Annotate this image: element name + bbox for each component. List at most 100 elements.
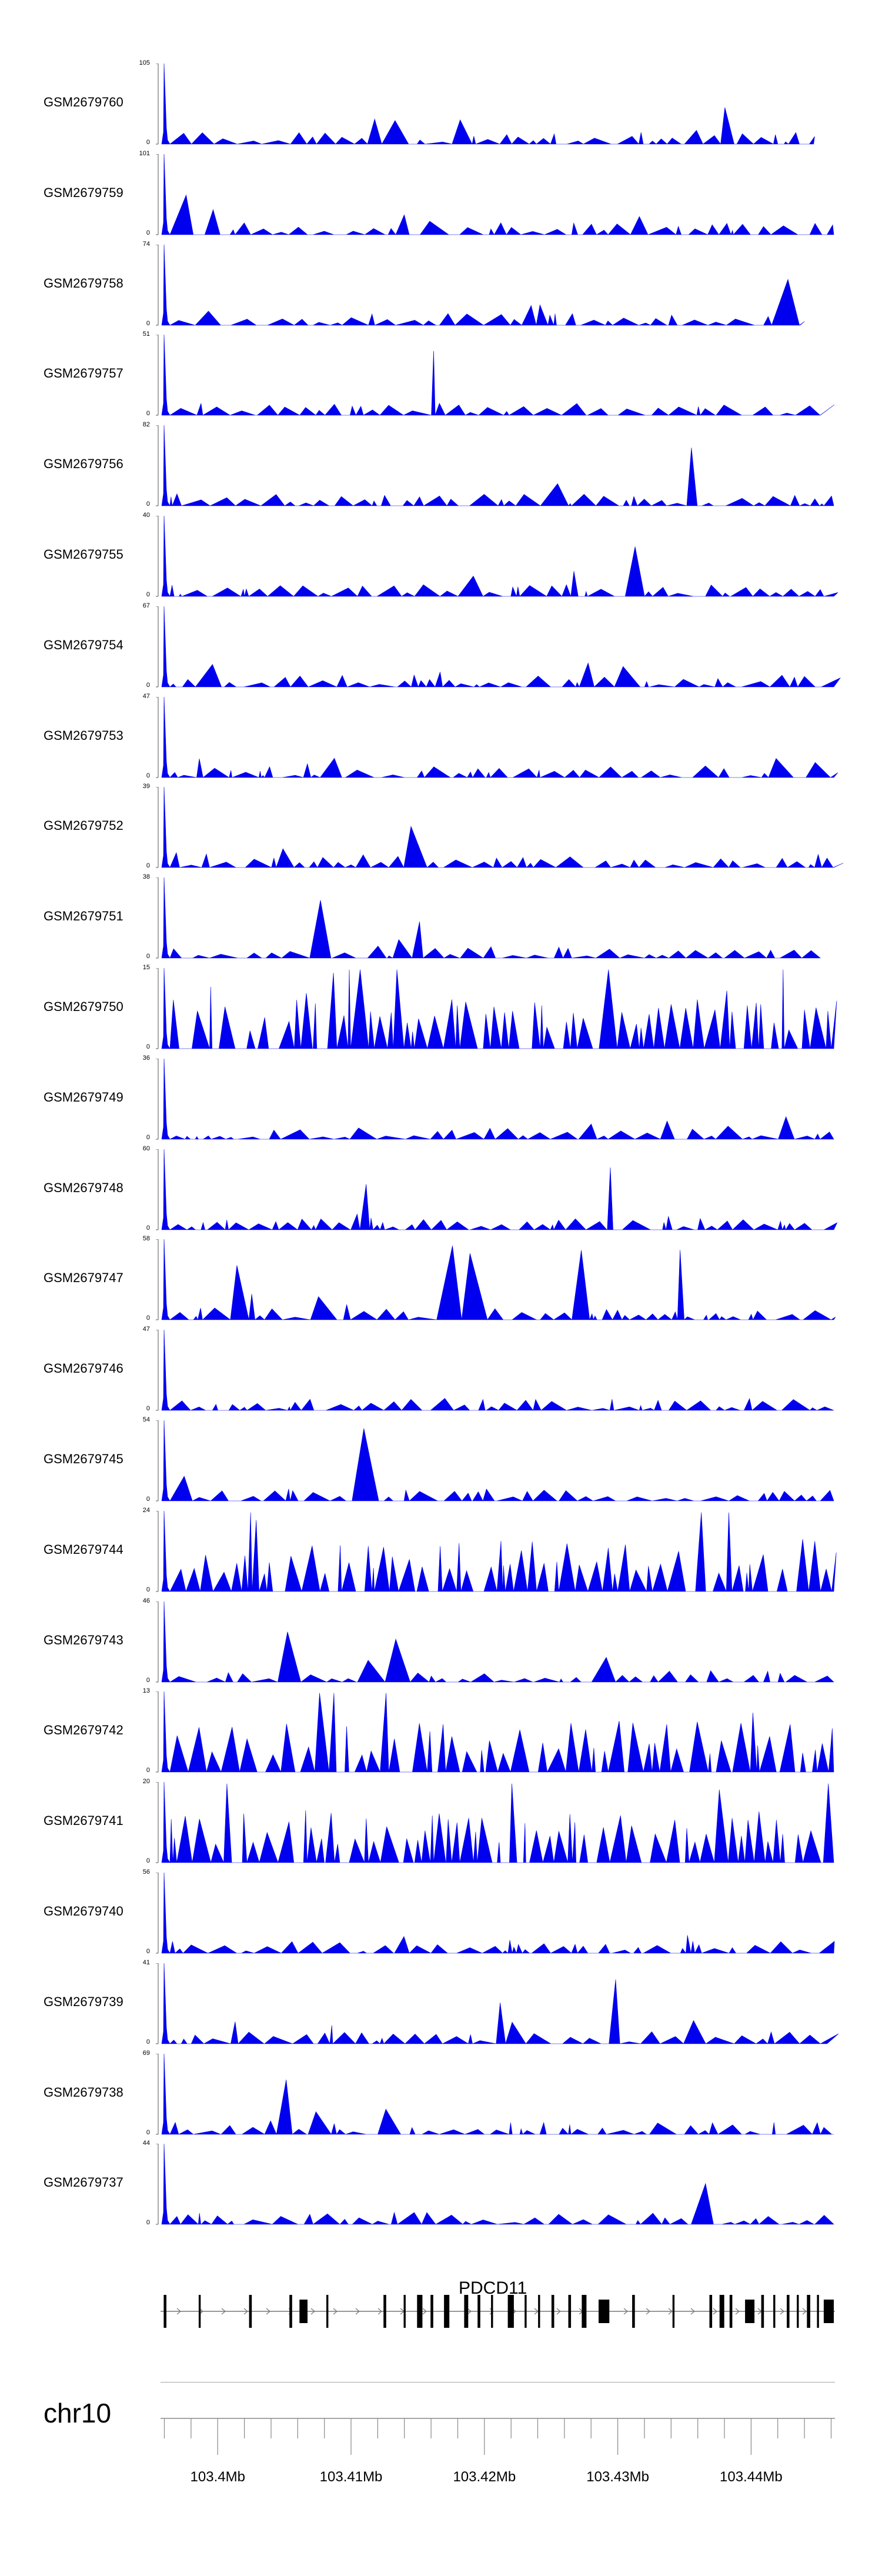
gene-exon xyxy=(817,2295,819,2328)
strand-arrow xyxy=(623,2308,628,2315)
track-ymin-label: 0 xyxy=(146,2129,150,2136)
gene-exon xyxy=(797,2295,799,2328)
gene-exon xyxy=(417,2295,423,2328)
coverage-area xyxy=(161,516,838,598)
strand-arrow xyxy=(355,2308,360,2315)
track-ymin-label: 0 xyxy=(146,1767,150,1774)
strand-arrow xyxy=(668,2308,673,2315)
gene-exon xyxy=(249,2295,252,2328)
track-label: GSM2679740 xyxy=(44,1903,123,1918)
track-ymin-label: 0 xyxy=(146,953,150,960)
coverage-track xyxy=(156,1420,834,1501)
coverage-area xyxy=(161,64,815,145)
track-ymin-label: 0 xyxy=(146,1043,150,1050)
strand-arrow xyxy=(556,2308,561,2315)
coverage-track xyxy=(156,2054,834,2135)
strand-arrow xyxy=(713,2308,717,2315)
track-ymin-label: 0 xyxy=(146,1224,150,1232)
gene-exon xyxy=(823,2300,834,2323)
coverage-area xyxy=(161,968,837,1049)
axis-tick-label: 103.42Mb xyxy=(453,2469,516,2485)
track-label: GSM2679747 xyxy=(44,1270,123,1285)
gene-exon xyxy=(477,2295,480,2328)
coverage-area xyxy=(161,1782,834,1864)
track-label: GSM2679750 xyxy=(44,999,123,1014)
strand-arrow xyxy=(377,2308,382,2315)
track-label: GSM2679737 xyxy=(44,2174,123,2190)
track-ymin-label: 0 xyxy=(146,1134,150,1141)
coverage-track xyxy=(156,1511,837,1593)
gene-exon xyxy=(729,2295,733,2328)
gene-exon xyxy=(198,2295,201,2328)
track-ymax-label: 69 xyxy=(142,2050,150,2057)
track-ymax-label: 74 xyxy=(142,241,150,248)
gene-exon xyxy=(491,2295,493,2328)
track-label: GSM2679748 xyxy=(44,1180,123,1195)
track-ymin-label: 0 xyxy=(146,229,150,236)
strand-arrow xyxy=(802,2308,807,2315)
track-label: GSM2679755 xyxy=(44,546,123,562)
coverage-track xyxy=(156,787,844,869)
track-label: GSM2679749 xyxy=(44,1089,123,1105)
coverage-area xyxy=(161,1420,834,1501)
track-ymin-label: 0 xyxy=(146,1586,150,1593)
coverage-track xyxy=(156,1059,834,1140)
axis-tick-label: 103.44Mb xyxy=(720,2469,783,2485)
coverage-track xyxy=(156,2144,834,2225)
track-label: GSM2679757 xyxy=(44,365,123,381)
track-ymax-label: 54 xyxy=(142,1416,150,1423)
track-ymax-label: 15 xyxy=(142,964,150,971)
coverage-area xyxy=(161,606,841,688)
coverage-track xyxy=(156,1239,836,1320)
track-ymax-label: 20 xyxy=(142,1778,150,1785)
coverage-track xyxy=(156,425,834,507)
coverage-area xyxy=(161,1239,836,1320)
coverage-track xyxy=(156,968,837,1049)
track-label: GSM2679754 xyxy=(44,637,123,652)
gene-exon xyxy=(551,2295,554,2328)
strand-arrow xyxy=(646,2308,650,2315)
track-ymax-label: 56 xyxy=(142,1868,150,1876)
coverage-area xyxy=(161,1059,834,1140)
track-ymax-label: 40 xyxy=(142,512,150,519)
strand-arrow xyxy=(735,2308,740,2315)
gene-exon xyxy=(163,2295,166,2328)
coverage-track xyxy=(156,516,838,598)
strand-arrow xyxy=(534,2308,539,2315)
coverage-track xyxy=(156,1149,838,1230)
coverage-area xyxy=(161,1149,838,1230)
track-ymin-label: 0 xyxy=(146,682,150,689)
coverage-area xyxy=(161,1691,834,1773)
coverage-track xyxy=(156,606,841,688)
coverage-area xyxy=(161,1330,834,1411)
coverage-area xyxy=(161,245,805,326)
track-label: GSM2679741 xyxy=(44,1813,123,1828)
strand-arrow xyxy=(489,2308,494,2315)
coverage-track xyxy=(156,1782,834,1864)
track-label: GSM2679753 xyxy=(44,728,123,743)
coverage-area xyxy=(161,154,834,235)
gene-exon xyxy=(773,2295,776,2328)
coverage-area xyxy=(161,335,834,416)
track-label: GSM2679746 xyxy=(44,1360,123,1376)
track-label: GSM2679738 xyxy=(44,2084,123,2100)
strand-arrow xyxy=(333,2308,338,2315)
gene-model xyxy=(161,2295,835,2328)
strand-arrow xyxy=(266,2308,270,2315)
track-label: GSM2679758 xyxy=(44,275,123,291)
track-ymin-label: 0 xyxy=(146,1857,150,1864)
genome-axis xyxy=(161,2382,835,2455)
gene-exon xyxy=(709,2295,713,2328)
gene-exon xyxy=(807,2295,810,2328)
coverage-track xyxy=(156,1691,834,1773)
coverage-area xyxy=(161,1511,837,1593)
track-label: GSM2679751 xyxy=(44,908,123,923)
gene-exon xyxy=(430,2295,433,2328)
track-ymin-label: 0 xyxy=(146,591,150,598)
gene-exon xyxy=(383,2295,386,2328)
track-ymax-label: 38 xyxy=(142,873,150,880)
track-label: GSM2679760 xyxy=(44,94,123,109)
gene-exon xyxy=(507,2295,514,2328)
gene-exon xyxy=(599,2300,610,2323)
track-ymin-label: 0 xyxy=(146,772,150,779)
